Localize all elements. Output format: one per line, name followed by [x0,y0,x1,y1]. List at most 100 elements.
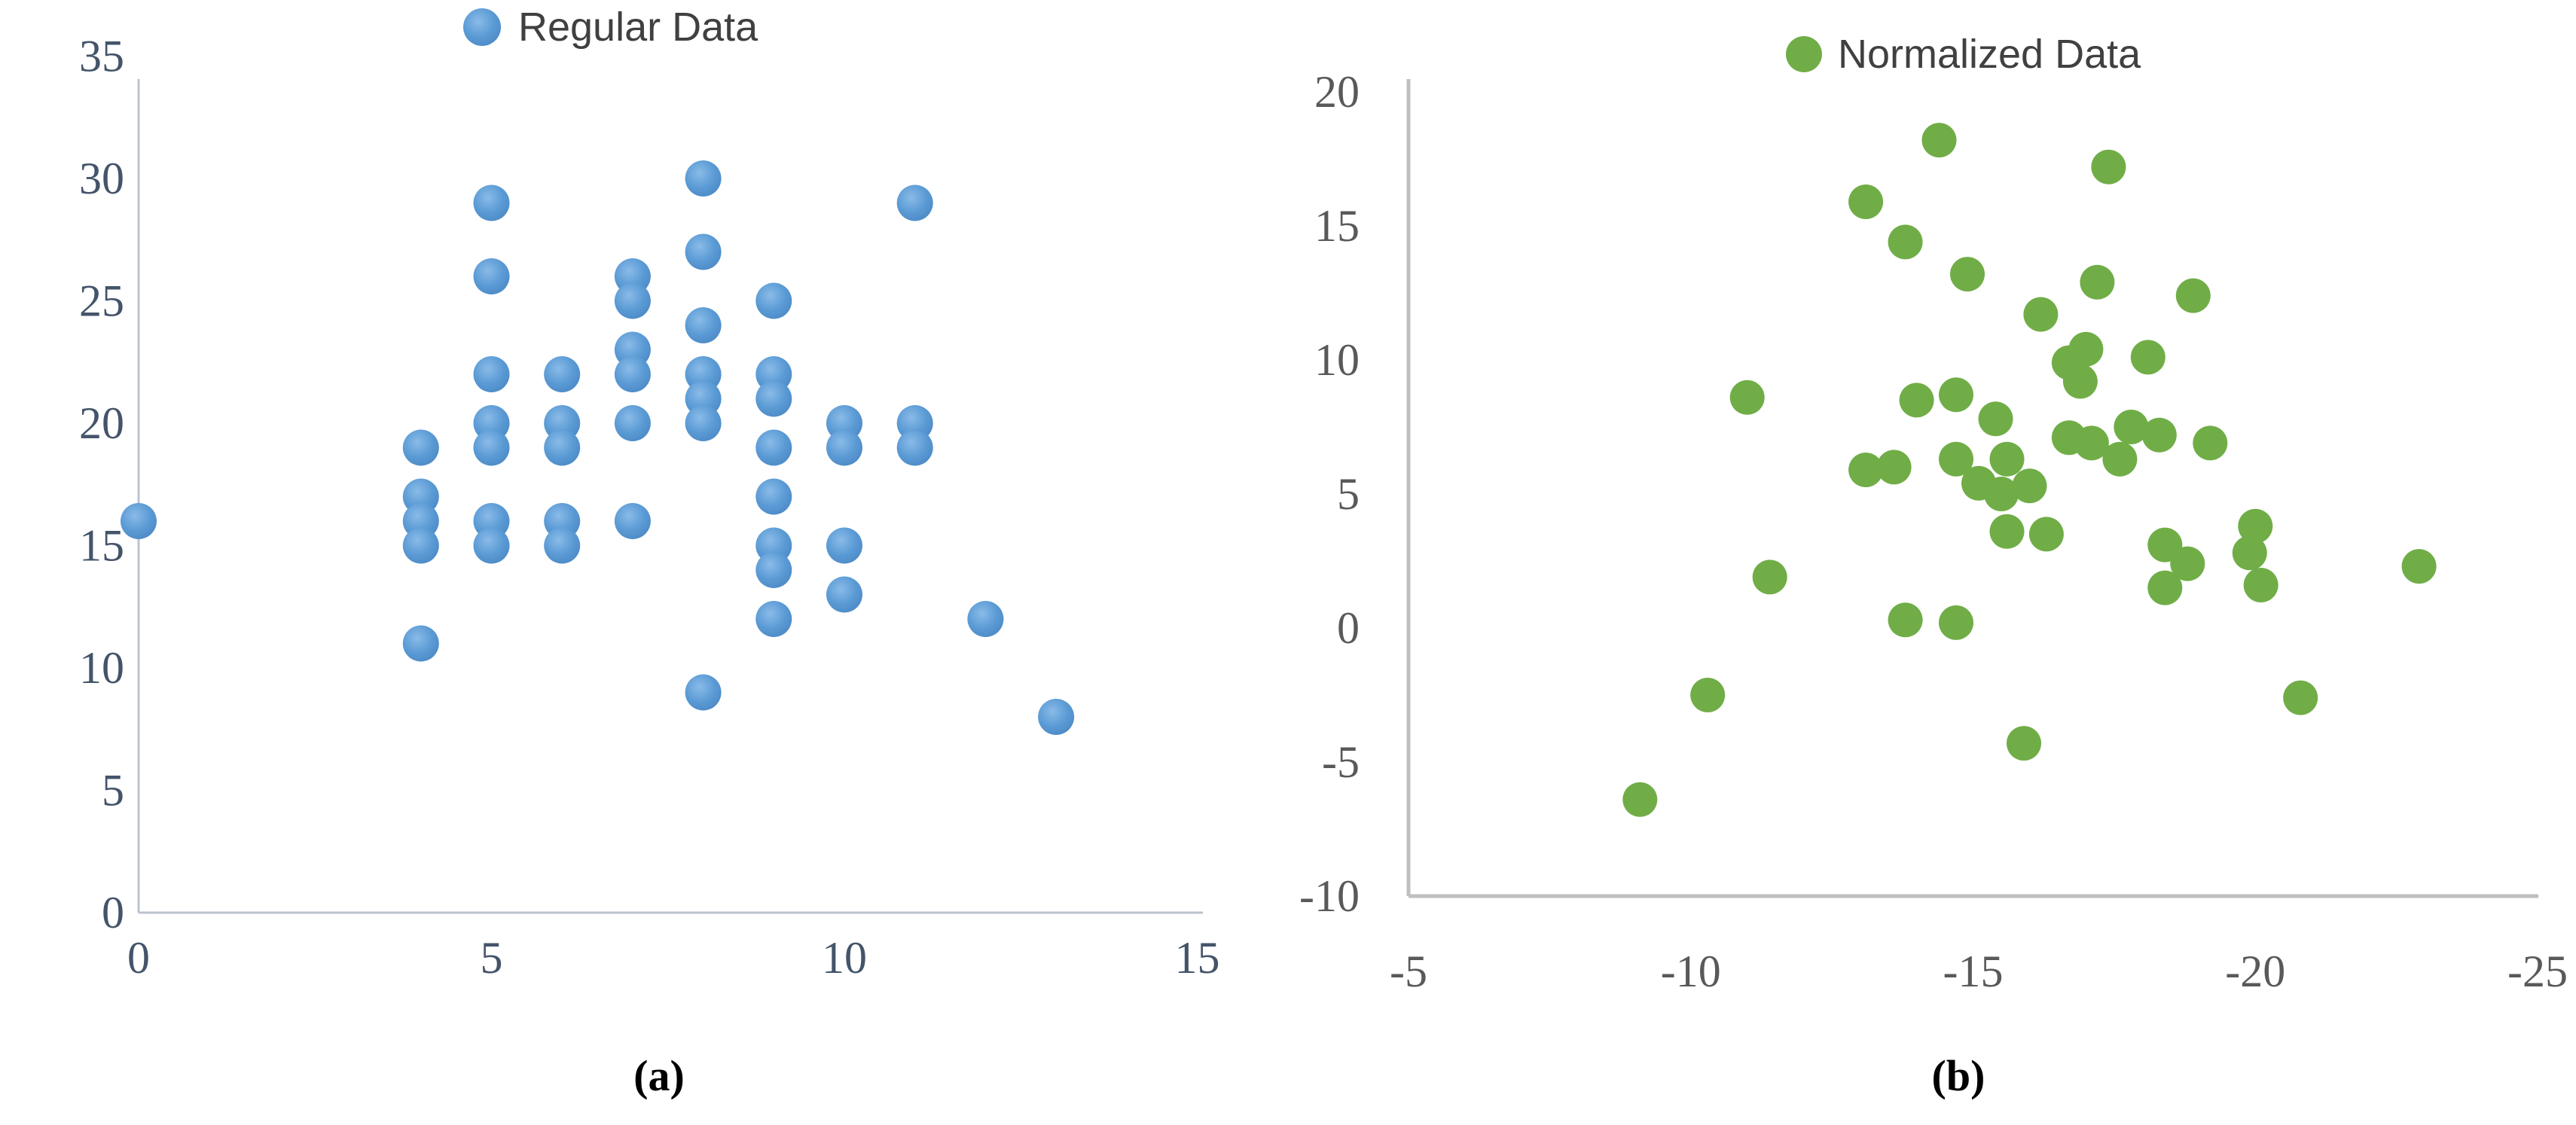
chart-b-axes [1406,79,2538,898]
data-point [2283,680,2318,715]
y-tick-label: 25 [79,276,124,326]
data-point [473,258,510,294]
y-tick-label: 30 [79,154,124,203]
data-point [2243,568,2278,602]
chart-a-legend: Regular Data [463,5,758,50]
data-point [755,601,792,637]
legend-marker-regular-data [463,8,501,46]
data-point [2028,517,2064,552]
data-point [1989,514,2025,549]
y-tick-label: -5 [1322,737,1360,787]
data-point [1888,602,1923,638]
data-point [544,429,581,466]
data-point [685,233,722,270]
data-point [2147,570,2183,605]
data-point [2238,508,2273,544]
data-point [473,356,510,392]
y-tick-label: 35 [79,32,124,81]
data-point [2193,425,2228,461]
x-tick-label: -5 [1390,947,1427,996]
data-point [1888,224,1923,260]
data-point [473,429,510,466]
caption-b: (b) [1932,1051,1985,1100]
y-tick-label: -10 [1299,871,1360,921]
y-tick-label: 20 [1314,67,1360,117]
data-point [755,478,792,515]
data-point [2007,726,2041,761]
legend-label-regular-data: Regular Data [518,5,758,50]
data-point [755,429,792,466]
data-point [473,527,510,564]
data-point [1978,401,2013,437]
chart-b-tick-labels: 20 15 10 5 0 -5 -10 -5 -10 -15 -20 -25 [1299,67,2568,996]
data-point [826,576,862,613]
data-point [826,527,862,564]
chart-b-legend: Normalized Data [1786,32,2141,77]
x-tick-label: 5 [481,933,503,983]
chart-a-tick-labels: 35 30 25 20 15 10 5 00 5 10 15 [79,32,1220,983]
y-tick-label: 10 [79,643,124,693]
y-tick-label: 0 [102,888,124,938]
data-point [1939,377,1973,413]
chart-b-canvas: 20 15 10 5 0 -5 -10 -5 -10 -15 -20 -25 Normalized D… [1299,32,2568,1100]
data-point [896,429,933,466]
data-point [1899,383,1934,418]
data-point [755,282,792,319]
data-point [896,184,933,221]
data-point [2062,364,2098,399]
data-point [544,527,581,564]
y-tick-label: 5 [102,766,124,816]
data-point [2080,264,2115,300]
y-tick-label: 0 [1337,603,1360,653]
x-tick-label: -10 [1661,947,1721,996]
data-point [121,503,157,539]
y-tick-label: 15 [1314,201,1360,251]
data-point [685,405,722,441]
legend-label-normalized-data: Normalized Data [1838,32,2141,77]
y-tick-label: 10 [1314,335,1360,385]
data-point [2102,441,2138,477]
data-point [2091,149,2126,184]
data-point [685,307,722,343]
chart-a-axes [137,79,1203,914]
chart-a-canvas: 35 30 25 20 15 10 5 00 5 10 15 Regular Data (a) [79,5,1220,1100]
data-point [614,356,651,392]
data-point [402,527,439,564]
x-tick-label: 10 [822,933,867,983]
data-point [2141,417,2177,453]
x-tick-label: -25 [2507,947,2568,996]
data-point [1622,782,1658,817]
data-point [614,503,651,539]
data-point [967,601,1004,637]
data-point [2012,468,2047,504]
data-point [2401,549,2437,584]
data-point [402,625,439,662]
chart-a-points [121,160,1075,735]
data-point [826,429,862,466]
data-point [1690,678,1726,712]
data-point [685,160,722,197]
y-tick-label: 20 [79,398,124,448]
data-point [473,184,510,221]
data-point [1939,605,1973,640]
scatter-chart-regular-data: 35 30 25 20 15 10 5 0 0 5 10 15 Regular Data (a) [79,5,1220,1100]
data-point [2170,546,2205,581]
data-point [2130,340,2165,375]
data-point [1038,699,1075,735]
data-point [1848,184,1884,219]
x-tick-label: 0 [127,933,150,983]
caption-a: (a) [633,1051,685,1100]
data-point [1989,441,2025,477]
x-tick-label: 15 [1175,933,1220,983]
x-tick-label: -15 [1943,947,2004,996]
data-point [2175,278,2211,313]
data-point [1921,123,1957,158]
data-point [755,380,792,417]
data-point [1876,450,1912,485]
data-point [1752,559,1787,595]
data-point [2023,297,2059,332]
data-point [2074,425,2109,461]
data-point [1729,380,1765,415]
legend-marker-normalized-data [1786,36,1822,72]
x-tick-label: -20 [2225,947,2285,996]
